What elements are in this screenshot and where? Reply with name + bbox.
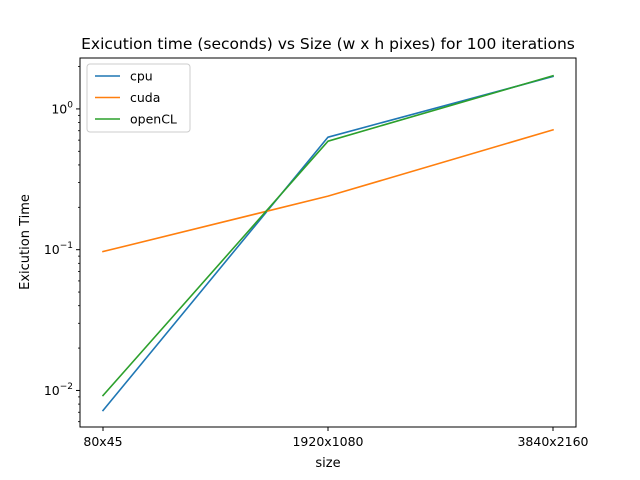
y-tick-label: 10−1 [44,241,73,257]
chart-title: Exicution time (seconds) vs Size (w x h … [81,35,575,53]
legend-label-opencl: openCL [130,112,177,127]
y-tick-label: 10−2 [44,382,73,398]
legend-label-cuda: cuda [130,90,160,105]
legend-label-cpu: cpu [130,69,153,84]
legend-box [86,63,191,133]
series-layer [101,74,554,412]
x-axis-ticks: 80x45 1920x1080 3840x2160 [83,427,589,449]
y-axis-label: Exicution Time [18,194,33,290]
legend: cpu cuda openCL [86,63,191,133]
x-axis-label: size [315,456,340,471]
x-tick-label: 3840x2160 [517,434,588,449]
x-tick-label: 80x45 [83,434,122,449]
series-line-cuda [102,128,554,253]
series-line-opencl [101,74,554,397]
y-tick-label: 100 [51,100,73,116]
y-axis-ticks: 10−2 10−1 100 [44,66,80,423]
x-tick-label: 1920x1080 [292,434,363,449]
series-line-cpu [101,75,554,412]
legend-items: cpu cuda openCL [95,69,177,127]
